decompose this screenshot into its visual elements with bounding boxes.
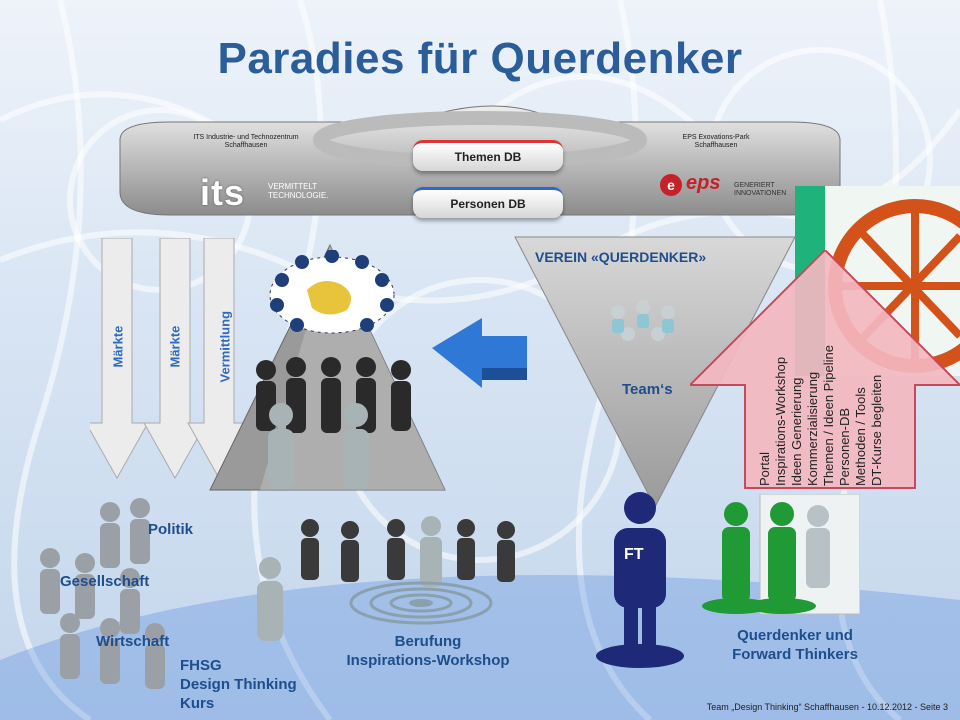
eps-logo: eps — [686, 172, 721, 194]
label-querdenker: Querdenker und Forward Thinkers — [732, 627, 858, 663]
its-caption: ITS Industrie- und Technozentrum Schaffh… — [193, 134, 299, 149]
eps-caption: EPS Exovations-Park Schaffhausen — [682, 134, 750, 149]
eps-tagline: GENERIERT INNOVATIONEN — [734, 182, 787, 197]
label-wirtschaft: Wirtschaft — [96, 633, 170, 650]
teams-label: Team‘s — [622, 381, 673, 398]
down-arrows — [90, 238, 250, 480]
pink-line-pipeline: Themen / Ideen Pipeline — [821, 345, 836, 486]
target-rings — [349, 581, 493, 625]
ft-label: FT — [624, 546, 644, 563]
personen-db: Personen DB — [413, 187, 563, 218]
process-circle — [269, 250, 395, 334]
verein-title: VEREIN «QUERDENKER» — [535, 249, 707, 265]
label-fhsg: FHSG Design Thinking Kurs — [180, 657, 297, 712]
pink-line-ideen: Ideen Generierung — [789, 377, 804, 486]
pink-line-methoden: Methoden / Tools — [853, 387, 868, 486]
pink-line-workshop: Inspirations-Workshop — [773, 356, 788, 486]
its-logo: its — [200, 172, 246, 213]
blue-arrow — [432, 318, 527, 388]
eps-logo-mark: e — [660, 174, 682, 196]
pink-line-dtkurse: DT-Kurse begleiten — [869, 374, 884, 486]
pink-arrow-text: Portal Inspirations-Workshop Ideen Gener… — [757, 345, 900, 486]
teams-icon — [611, 300, 675, 341]
arrow-label-maerkte-1: Märkte — [110, 325, 126, 368]
lone-figure — [257, 557, 283, 641]
slide-title: Paradies für Querdenker — [217, 34, 743, 83]
pink-line-personen: Personen-DB — [837, 407, 852, 486]
label-politik: Politik — [148, 521, 194, 538]
label-gesellschaft: Gesellschaft — [60, 573, 150, 590]
green-figures — [702, 494, 860, 615]
crowd-center — [256, 357, 411, 489]
themen-db: Themen DB — [413, 140, 563, 171]
label-berufung: Berufung Inspirations-Workshop — [346, 633, 510, 669]
crowd-left — [40, 498, 165, 689]
its-tagline: VERMITTELT TECHNOLOGIE. — [268, 182, 329, 200]
footer: Team „Design Thinking“ Schaffhausen - 10… — [706, 702, 948, 712]
pink-up-arrow — [690, 250, 960, 489]
pink-line-portal: Portal — [757, 452, 772, 486]
ft-figure — [596, 492, 684, 668]
pink-line-kommerz: Kommerzialisierung — [805, 371, 820, 486]
crowd-middle — [301, 516, 515, 587]
arrow-label-maerkte-2: Märkte — [167, 325, 183, 368]
